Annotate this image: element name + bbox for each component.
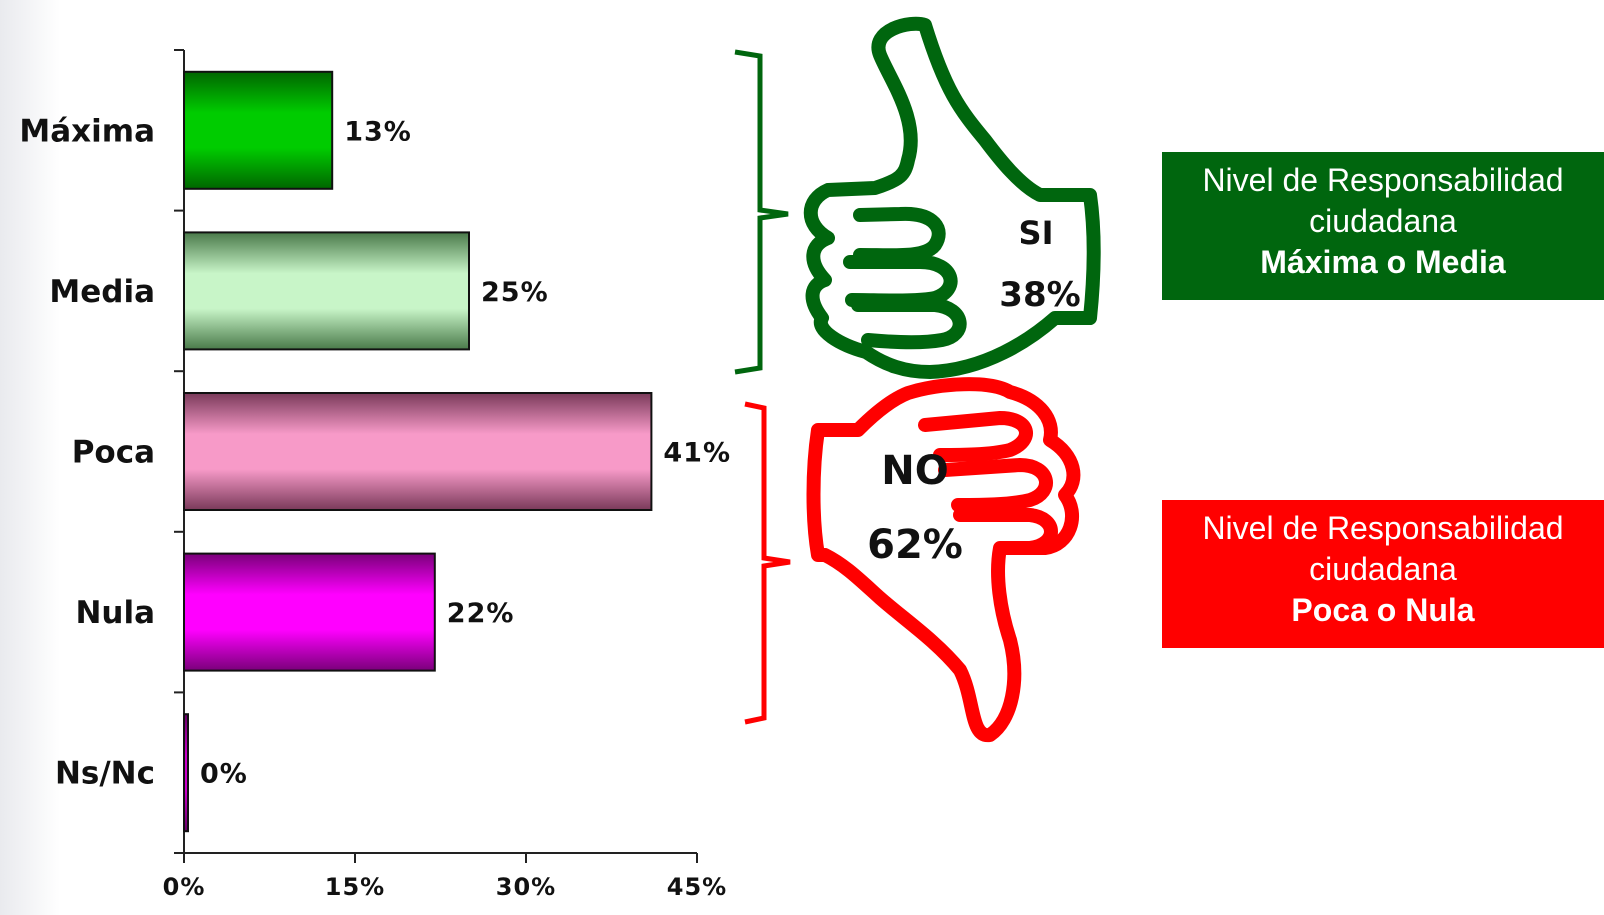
x-tick-label: 45% xyxy=(667,873,727,901)
x-tick-label: 30% xyxy=(496,873,556,901)
value-label: 22% xyxy=(447,598,515,629)
si-bracket xyxy=(734,49,789,375)
si-box-line1: Nivel de Responsabilidad xyxy=(1202,162,1564,198)
value-label: 13% xyxy=(344,116,412,147)
no-bracket xyxy=(744,401,791,725)
category-label: Ns/Nc xyxy=(55,756,155,792)
bar-5 xyxy=(183,713,189,833)
bar-3 xyxy=(183,392,653,511)
category-label: Nula xyxy=(75,595,155,631)
no-box-line2: ciudadana xyxy=(1309,551,1457,587)
value-label: 25% xyxy=(481,277,549,308)
no-label: NO xyxy=(881,448,948,494)
no-percent: 62% xyxy=(867,522,963,568)
x-tick-label: 15% xyxy=(325,873,385,901)
category-label: Máxima xyxy=(19,113,155,149)
bar-1 xyxy=(183,70,334,190)
bar-4 xyxy=(183,552,436,672)
category-label: Media xyxy=(49,274,155,310)
value-label: 0% xyxy=(200,759,248,790)
x-tick-label: 0% xyxy=(163,873,206,901)
si-box-line2: ciudadana xyxy=(1309,203,1457,239)
thumbs-up-icon xyxy=(803,16,1101,379)
no-summary-box: Nivel de Responsabilidad ciudadana Poca … xyxy=(1162,500,1604,648)
si-percent: 38% xyxy=(999,275,1080,315)
si-summary-box: Nivel de Responsabilidad ciudadana Máxim… xyxy=(1162,152,1604,300)
thumbs-down-icon xyxy=(806,377,1081,742)
si-box-bold: Máxima o Media xyxy=(1260,244,1506,280)
no-box-bold: Poca o Nula xyxy=(1291,592,1475,628)
bar-2 xyxy=(183,231,470,351)
value-label: 41% xyxy=(663,438,731,469)
category-label: Poca xyxy=(72,435,155,471)
si-label: SI xyxy=(1019,214,1054,252)
no-box-line1: Nivel de Responsabilidad xyxy=(1202,510,1564,546)
